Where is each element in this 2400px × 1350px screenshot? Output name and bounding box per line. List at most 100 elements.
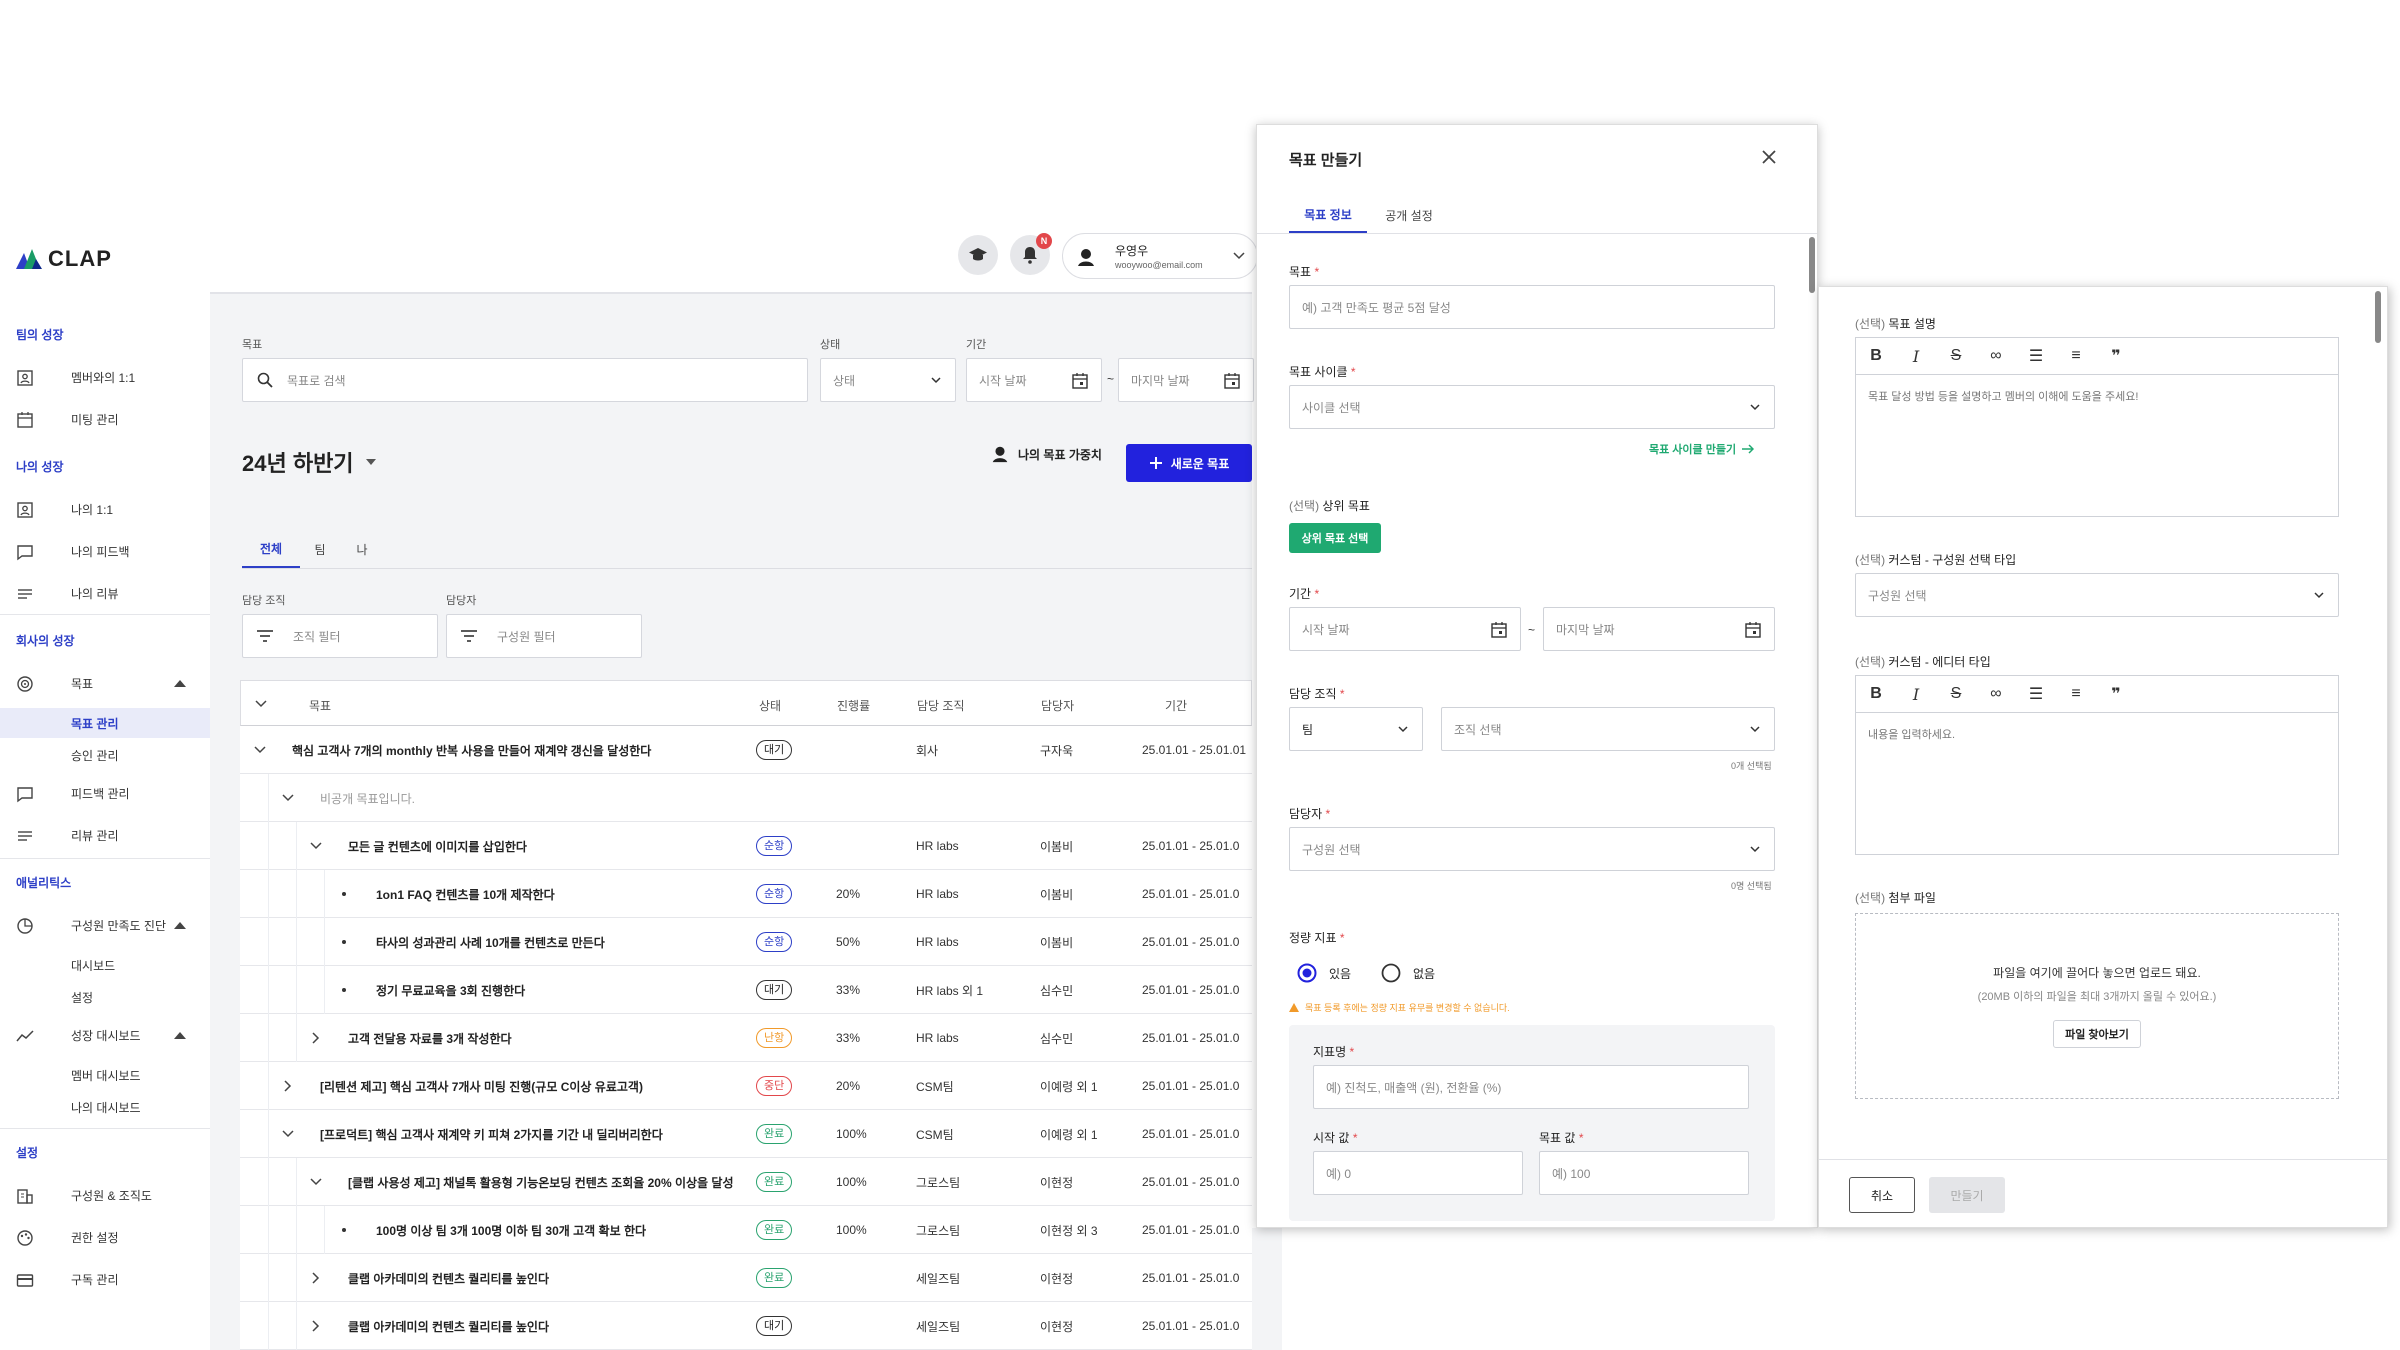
table-row[interactable]: 모든 글 컨텐츠에 이미지를 삽입한다 순항 HR labs 이봄비 25.01.01 … — [240, 822, 1252, 870]
sidebar-item-goals[interactable]: 목표 — [0, 666, 210, 700]
strikethrough-icon[interactable]: S — [1950, 685, 1962, 702]
goal-search-input[interactable]: 목표로 검색 — [242, 358, 808, 402]
caret-up-icon[interactable] — [174, 679, 186, 687]
start-value-input[interactable]: 예) 0 — [1313, 1151, 1523, 1195]
org-filter[interactable]: 조직 필터 — [242, 614, 438, 658]
sidebar-item-member-dashboard[interactable]: 멤버 대시보드 — [0, 1060, 210, 1090]
owner-filter[interactable]: 구성원 필터 — [446, 614, 642, 658]
chevron-right-icon[interactable] — [312, 1320, 320, 1332]
sidebar-item-growth-dashboard[interactable]: 성장 대시보드 — [0, 1018, 210, 1052]
ordered-list-icon[interactable]: ☰ — [2028, 686, 2044, 703]
sidebar-item-my-dashboard[interactable]: 나의 대시보드 — [0, 1092, 210, 1122]
my-goal-weight-button[interactable]: 나의 목표 가중치 — [990, 444, 1102, 464]
sidebar-item-review-manage[interactable]: 리뷰 관리 — [0, 818, 210, 852]
goal-title[interactable]: 100명 이상 팀 3개 100명 이하 팀 30개 고객 확보 한다 — [376, 1223, 647, 1238]
chevron-down-icon[interactable] — [310, 1178, 322, 1186]
table-row[interactable]: 비공개 목표입니다. — [240, 774, 1252, 822]
new-goal-button[interactable]: 새로운 목표 — [1126, 444, 1252, 482]
col-status[interactable]: 상태 — [759, 699, 782, 713]
make-cycle-link[interactable]: 목표 사이클 만들기 — [1649, 441, 1755, 457]
modal-start-date[interactable]: 시작 날짜 — [1289, 607, 1521, 651]
parent-goal-button[interactable]: 상위 목표 선택 — [1289, 523, 1381, 553]
goal-title[interactable]: 1on1 FAQ 컨텐츠를 10개 제작한다 — [376, 887, 555, 902]
sidebar-item-survey-settings[interactable]: 설정 — [0, 982, 210, 1012]
close-icon[interactable] — [1761, 149, 1777, 165]
chevron-down-icon[interactable] — [310, 842, 322, 850]
file-dropzone[interactable]: 파일을 여기에 끌어다 놓으면 업로드 돼요. (20MB 이하의 파일을 최대… — [1855, 913, 2339, 1099]
sidebar-item-org-chart[interactable]: 구성원 & 조직도 — [0, 1178, 210, 1212]
chevron-down-icon[interactable] — [282, 794, 294, 802]
status-select[interactable]: 상태 — [820, 358, 956, 402]
goal-title[interactable]: 정기 무료교육을 3회 진행한다 — [376, 983, 526, 998]
tab-team[interactable]: 팀 — [300, 530, 340, 568]
tab-me[interactable]: 나 — [342, 530, 382, 568]
ordered-list-icon[interactable]: ☰ — [2028, 348, 2044, 365]
bold-icon[interactable]: B — [1870, 685, 1882, 702]
table-row[interactable]: 핵심 고객사 7개의 monthly 반복 사용을 만들어 재계약 갱신을 달성… — [240, 726, 1252, 774]
quote-icon[interactable]: ❞ — [2111, 686, 2121, 703]
sidebar-item-subscription[interactable]: 구독 관리 — [0, 1262, 210, 1296]
sidebar-item-permissions[interactable]: 권한 설정 — [0, 1220, 210, 1254]
end-date-input[interactable]: 마지막 날짜 — [1118, 358, 1254, 402]
kpi-name-input[interactable]: 예) 진척도, 매출액 (원), 전환율 (%) — [1313, 1065, 1749, 1109]
goal-input[interactable]: 예) 고객 만족도 평균 5점 달성 — [1289, 285, 1775, 329]
sidebar-item-member-1on1[interactable]: 멤버와의 1:1 — [0, 360, 210, 394]
notification-button[interactable]: N — [1010, 233, 1052, 275]
sidebar-item-my-review[interactable]: 나의 리뷰 — [0, 576, 210, 610]
link-icon[interactable]: ∞ — [1990, 347, 2002, 364]
goal-title[interactable]: 타사의 성과관리 사례 10개를 컨텐츠로 만든다 — [376, 935, 605, 950]
col-owner[interactable]: 담당자 — [1041, 699, 1075, 713]
link-icon[interactable]: ∞ — [1990, 685, 2002, 702]
table-row[interactable]: 1on1 FAQ 컨텐츠를 10개 제작한다 순항 20% HR labs 이봄비 25.… — [240, 870, 1252, 918]
goal-title[interactable]: 클랩 아카데미의 컨텐츠 퀄리티를 높인다 — [348, 1271, 550, 1286]
goal-title[interactable]: 비공개 목표입니다. — [320, 791, 415, 806]
sidebar-item-feedback-manage[interactable]: 피드백 관리 — [0, 776, 210, 810]
cycle-selector[interactable]: 24년 하반기 — [242, 446, 376, 478]
bullet-list-icon[interactable]: ≡ — [2071, 347, 2081, 364]
create-button[interactable]: 만들기 — [1929, 1177, 2005, 1213]
start-date-input[interactable]: 시작 날짜 — [966, 358, 1102, 402]
chevron-down-icon[interactable] — [255, 700, 267, 708]
table-row[interactable]: [프로덕트] 핵심 고객사 재계약 키 피쳐 2가지를 기간 내 딜리버리한다 완… — [240, 1110, 1252, 1158]
table-row[interactable]: 클랩 아카데미의 컨텐츠 퀄리티를 높인다 완료 세일즈팀 이현정 25.01.01 -… — [240, 1254, 1252, 1302]
sidebar-item-approval[interactable]: 승인 관리 — [0, 740, 210, 770]
sidebar-item-survey-dashboard[interactable]: 대시보드 — [0, 950, 210, 980]
caret-up-icon[interactable] — [174, 921, 186, 929]
goal-title[interactable]: [프로덕트] 핵심 고객사 재계약 키 피쳐 2가지를 기간 내 딜리버리한다 — [320, 1127, 663, 1142]
tab-goal-info[interactable]: 목표 정보 — [1289, 197, 1367, 233]
chevron-right-icon[interactable] — [312, 1272, 320, 1284]
modal-end-date[interactable]: 마지막 날짜 — [1543, 607, 1775, 651]
tab-visibility[interactable]: 공개 설정 — [1369, 197, 1449, 233]
table-row[interactable]: 클랩 아카데미의 컨텐츠 퀄리티를 높인다 대기 세일즈팀 이현정 25.01.01 -… — [240, 1302, 1252, 1350]
sidebar-item-my-1on1[interactable]: 나의 1:1 — [0, 492, 210, 526]
tab-all[interactable]: 전체 — [242, 530, 300, 568]
org-type-select[interactable]: 팀 — [1289, 707, 1423, 751]
chevron-down-icon[interactable] — [282, 1130, 294, 1138]
table-row[interactable]: 고객 전달용 자료를 3개 작성한다 난항 33% HR labs 심수민 25.01.0… — [240, 1014, 1252, 1062]
chevron-right-icon[interactable] — [312, 1032, 320, 1044]
bullet-list-icon[interactable]: ≡ — [2071, 685, 2081, 702]
sidebar-item-survey[interactable]: 구성원 만족도 진단 — [0, 908, 210, 942]
goal-title[interactable]: [리텐션 제고] 핵심 고객사 7개사 미팅 진행(규모 C이상 유료고객) — [320, 1079, 643, 1094]
modal2-scrollbar[interactable] — [2375, 291, 2381, 343]
target-value-input[interactable]: 예) 100 — [1539, 1151, 1749, 1195]
col-org[interactable]: 담당 조직 — [917, 699, 965, 713]
strikethrough-icon[interactable]: S — [1950, 347, 1962, 364]
table-row[interactable]: 타사의 성과관리 사례 10개를 컨텐츠로 만든다 순항 50% HR labs 이봄비… — [240, 918, 1252, 966]
owner-select[interactable]: 구성원 선택 — [1289, 827, 1775, 871]
custom-editor[interactable]: B I S ∞ ☰ ≡ ❞ 내용을 입력하세요. — [1855, 675, 2339, 855]
quote-icon[interactable]: ❞ — [2111, 348, 2121, 365]
radio-yes[interactable]: 있음 — [1297, 963, 1351, 983]
academy-button[interactable] — [958, 235, 998, 275]
org-select[interactable]: 조직 선택 — [1441, 707, 1775, 751]
col-progress[interactable]: 진행률 — [837, 699, 871, 713]
chevron-right-icon[interactable] — [284, 1080, 292, 1092]
sidebar-item-goal-manage[interactable]: 목표 관리 — [0, 708, 210, 738]
table-row[interactable]: 정기 무료교육을 3회 진행한다 대기 33% HR labs 외 1 심수민 25.01… — [240, 966, 1252, 1014]
brand-logo[interactable]: CLAP — [16, 246, 112, 272]
goal-title[interactable]: 핵심 고객사 7개의 monthly 반복 사용을 만들어 재계약 갱신을 달성… — [292, 743, 652, 758]
caret-up-icon[interactable] — [174, 1031, 186, 1039]
modal-scrollbar[interactable] — [1809, 237, 1815, 293]
file-browse-button[interactable]: 파일 찾아보기 — [2053, 1020, 2141, 1048]
sidebar-item-meetings[interactable]: 미팅 관리 — [0, 402, 210, 436]
